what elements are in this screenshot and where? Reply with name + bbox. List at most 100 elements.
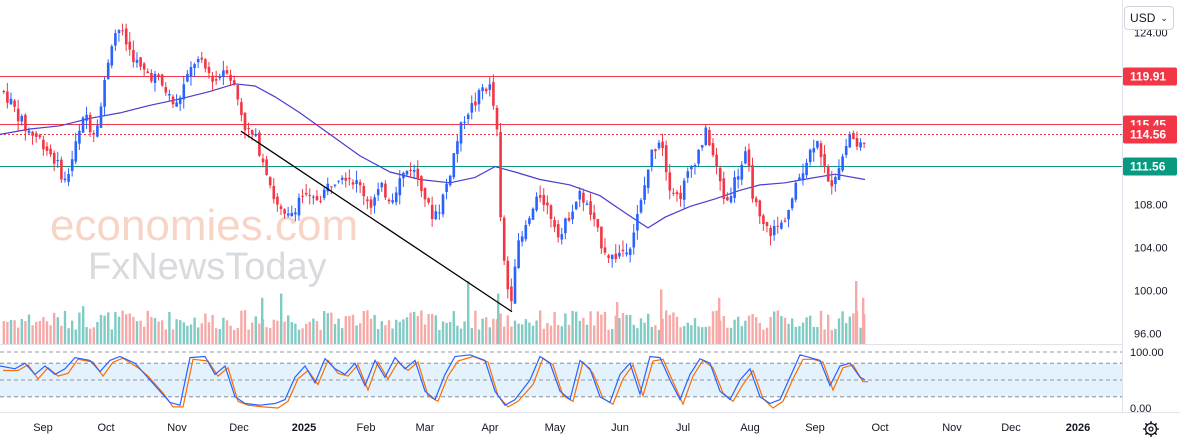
volume-bar	[776, 310, 779, 344]
candle-body	[618, 252, 621, 257]
volume-bar	[524, 319, 527, 344]
volume-bar	[384, 325, 387, 344]
volume-bar	[733, 319, 736, 344]
candle-body	[348, 177, 351, 180]
volume-bar	[89, 328, 92, 344]
volume-bar	[560, 326, 563, 344]
candle-body	[394, 192, 398, 203]
volume-bar	[2, 321, 5, 344]
candle-body	[801, 173, 805, 181]
volume-bar	[445, 322, 448, 344]
y-tick-label: 124.00	[1134, 27, 1168, 39]
volume-bar	[236, 328, 239, 344]
currency-selector[interactable]: USD ⌄	[1124, 6, 1174, 30]
candle-body	[124, 28, 128, 45]
candle-body	[538, 195, 542, 198]
candle-body	[6, 91, 9, 103]
volume-bar	[330, 312, 333, 344]
volume-bar	[197, 327, 200, 344]
volume-bar	[312, 318, 315, 344]
volume-bar	[632, 324, 635, 344]
candle-body	[805, 162, 808, 176]
volume-bar	[787, 323, 790, 344]
volume-bar	[373, 314, 376, 344]
volume-bar	[463, 321, 466, 344]
volume-bar	[737, 316, 740, 344]
candle-body	[592, 212, 596, 220]
volume-bar	[171, 329, 175, 344]
volume-bar	[17, 327, 20, 344]
volume-bar	[449, 322, 452, 344]
volume-bar	[387, 320, 391, 344]
volume-bar	[513, 320, 517, 344]
candle-body	[319, 200, 322, 202]
candle-body	[560, 234, 564, 240]
trendline	[240, 130, 513, 313]
volume-bar	[621, 313, 625, 344]
volume-bar	[497, 293, 500, 344]
volume-bar	[506, 315, 509, 344]
volume-bar	[567, 324, 571, 344]
candle-body	[150, 72, 153, 82]
candle-body	[27, 130, 31, 133]
volume-bar	[571, 310, 574, 344]
ascending-trendline	[240, 130, 513, 313]
candle-body	[823, 154, 826, 167]
volume-bar	[380, 321, 383, 344]
volume-bar	[600, 314, 603, 344]
candle-body	[290, 212, 294, 217]
candle-body	[254, 133, 258, 136]
candle-body	[484, 88, 488, 92]
candle-body	[783, 220, 787, 222]
volume-bar	[805, 317, 808, 344]
candle-body	[189, 66, 193, 77]
price-level-label: 119.91	[1130, 70, 1166, 84]
time-axis: Sep Oct Nov Dec 2025 Feb Mar Apr May Jun Jul Aug Sep…	[33, 422, 1090, 434]
volume-bar	[711, 311, 715, 344]
x-tick-label: May	[545, 422, 566, 434]
candle-body	[466, 114, 470, 119]
candle-body	[250, 129, 254, 135]
candle-body	[85, 114, 88, 121]
x-tick-label: Feb	[357, 422, 376, 434]
volume-bar	[9, 320, 13, 344]
candle-body	[686, 171, 690, 178]
volume-bar	[369, 318, 373, 344]
candle-body	[675, 192, 679, 195]
volume-bar	[488, 327, 491, 344]
volume-bar	[607, 329, 610, 344]
volume-bar	[751, 314, 754, 344]
volume-bar	[693, 318, 697, 344]
volume-bar	[492, 318, 495, 344]
candle-body	[405, 170, 409, 175]
candle-body	[657, 142, 661, 149]
volume-bar	[326, 313, 329, 344]
candle-body	[200, 57, 204, 60]
volume-bar	[74, 329, 77, 344]
stochastic-d-line	[3, 355, 868, 409]
candle-body	[114, 33, 117, 46]
candle-body	[225, 70, 229, 74]
candle-body	[387, 199, 391, 202]
volume-bar	[233, 329, 236, 344]
stochastic-tick-label: 0.00	[1130, 403, 1151, 415]
volume-bar	[657, 329, 661, 344]
volume-bar	[20, 318, 23, 344]
volume-bar	[99, 314, 103, 344]
volume-bar	[135, 321, 139, 344]
volume-bar	[827, 314, 830, 344]
candle-body	[211, 75, 214, 82]
price-gridlines	[0, 0, 1180, 413]
volume-bar	[56, 317, 59, 344]
volume-bar	[128, 313, 131, 344]
volume-bar	[287, 315, 290, 344]
candle-body	[837, 168, 841, 181]
volume-bar	[726, 327, 729, 344]
candle-body	[600, 226, 603, 249]
settings-button[interactable]	[1140, 418, 1162, 440]
candle-body	[283, 209, 286, 214]
candle-body	[452, 153, 456, 178]
candle-body	[153, 73, 157, 83]
candle-body	[308, 195, 312, 197]
